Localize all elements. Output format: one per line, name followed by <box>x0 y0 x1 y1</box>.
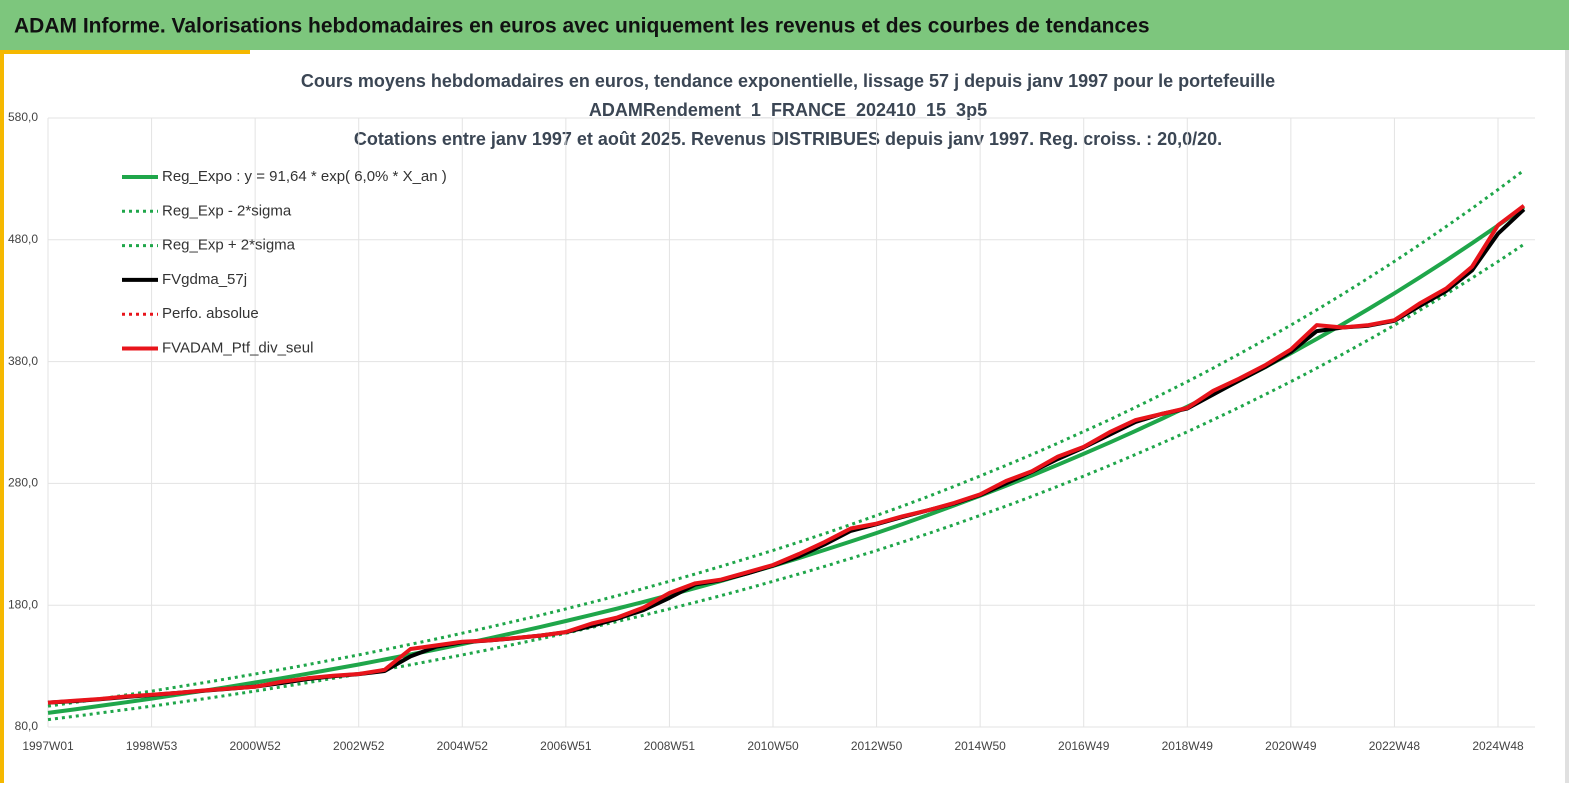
legend-label: Reg_Exp - 2*sigma <box>162 202 292 219</box>
x-tick-label: 2008W51 <box>644 739 696 753</box>
series-line <box>47 169 1525 708</box>
y-tick-label: 380,0 <box>8 354 38 368</box>
x-tick-label: 2006W51 <box>540 739 592 753</box>
x-tick-label: 2014W50 <box>954 739 1006 753</box>
series-line <box>47 205 1526 715</box>
chart-title: Cours moyens hebdomadaires en euros, ten… <box>301 71 1275 91</box>
x-tick-label: 2024W48 <box>1472 739 1524 753</box>
legend-label: FVgdma_57j <box>162 271 247 288</box>
header-bar <box>0 0 1569 50</box>
chart-subtitle: ADAMRendement_1_FRANCE_202410_15_3p5 <box>589 100 987 120</box>
legend-label: FVADAM_Ptf_div_seul <box>162 339 313 356</box>
series-line <box>47 204 1525 705</box>
legend-label: Reg_Exp + 2*sigma <box>162 237 296 254</box>
chart-subtitle: Cotations entre janv 1997 et août 2025. … <box>354 129 1222 149</box>
y-tick-label: 280,0 <box>8 476 38 490</box>
x-tick-label: 2018W49 <box>1162 739 1214 753</box>
x-tick-label: 2012W50 <box>851 739 903 753</box>
x-tick-label: 2022W48 <box>1369 739 1421 753</box>
x-tick-label: 1997W01 <box>22 739 74 753</box>
x-tick-label: 2004W52 <box>437 739 489 753</box>
x-tick-label: 2020W49 <box>1265 739 1317 753</box>
x-tick-label: 1998W53 <box>126 739 178 753</box>
x-tick-label: 2010W50 <box>747 739 799 753</box>
x-tick-label: 2016W49 <box>1058 739 1110 753</box>
y-tick-label: 80,0 <box>15 719 39 733</box>
legend-label: Reg_Expo : y = 91,64 * exp( 6,0% * X_an … <box>162 168 447 185</box>
accent <box>0 50 250 54</box>
accent <box>0 50 4 783</box>
series-line <box>47 207 1526 705</box>
frame <box>1565 50 1569 783</box>
series-line <box>47 243 1525 722</box>
y-tick-label: 580,0 <box>8 110 38 124</box>
legend-label: Perfo. absolue <box>162 305 259 322</box>
series-line <box>47 204 1526 705</box>
y-tick-label: 480,0 <box>8 232 38 246</box>
y-tick-label: 180,0 <box>8 597 38 611</box>
x-tick-label: 2002W52 <box>333 739 385 753</box>
header-title: ADAM Informe. Valorisations hebdomadaire… <box>14 15 1150 38</box>
x-tick-label: 2000W52 <box>229 739 281 753</box>
